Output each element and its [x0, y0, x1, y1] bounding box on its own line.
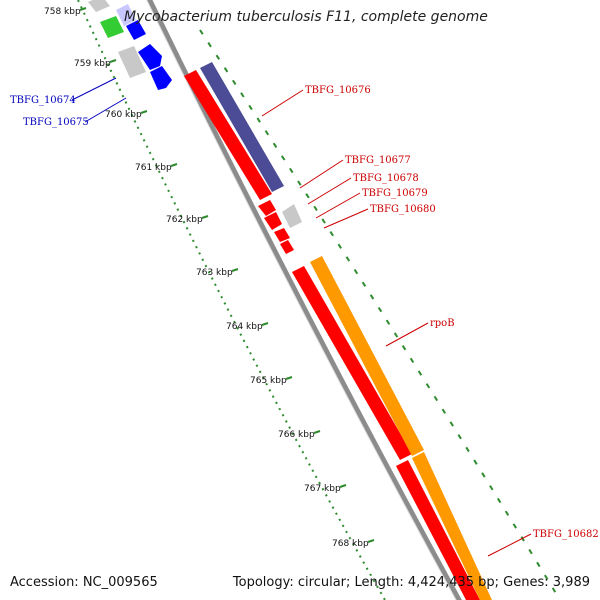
tick-mark: [201, 215, 209, 219]
tick-label: 761 kbp: [135, 163, 172, 173]
tick-mark: [79, 7, 87, 11]
tick-label: 767 kbp: [304, 484, 341, 494]
tick-mark: [367, 539, 375, 543]
tick-label: 762 kbp: [166, 215, 203, 225]
tick-label: 768 kbp: [332, 539, 369, 549]
tick-mark: [313, 430, 321, 434]
feature-gray-small[interactable]: [282, 204, 302, 228]
feature-tbfg-10679[interactable]: [274, 228, 290, 242]
forward-strand-features: [184, 62, 492, 600]
gene-label[interactable]: TBFG_10677: [345, 155, 411, 166]
tick-label: 758 kbp: [44, 7, 81, 17]
gene-label[interactable]: TBFG_10682: [533, 529, 599, 540]
gene-label[interactable]: TBFG_10679: [362, 188, 428, 199]
tick-ring-inner: [77, 0, 386, 600]
accession-text: Accession: NC_009565: [10, 575, 158, 590]
feature-tbfg-10678[interactable]: [264, 212, 282, 230]
genome-backbone-highlight: [146, 0, 457, 600]
gene-label[interactable]: rpoB: [430, 318, 455, 329]
feature-blue-3[interactable]: [150, 66, 172, 90]
gene-label[interactable]: TBFG_10674: [10, 95, 76, 106]
tick-mark: [109, 59, 117, 63]
tick-marks: 758 kbp 759 kbp 760 kbp 761 kbp 762 kbp 763 k…: [44, 7, 375, 549]
tick-label: 764 kbp: [226, 322, 263, 332]
feature-tbfg-10682-red[interactable]: [396, 460, 480, 600]
genome-summary-text: Topology: circular; Length: 4,424,435 bp…: [232, 575, 590, 590]
tick-label: 760 kbp: [105, 110, 142, 120]
feature-green[interactable]: [100, 16, 124, 38]
reverse-strand-features: [88, 0, 172, 90]
feature-tbfg-10677[interactable]: [258, 200, 276, 216]
tick-label: 766 kbp: [278, 430, 315, 440]
gene-label-leader: [84, 97, 127, 123]
gene-label[interactable]: TBFG_10675: [23, 117, 89, 128]
feature-tbfg-10676-navy[interactable]: [200, 62, 284, 192]
gene-label-leader: [315, 192, 361, 219]
tick-ring-outer: [199, 29, 561, 600]
gene-labels: TBFG_10674 TBFG_10675 TBFG_10676 TBFG_10677…: [10, 77, 599, 557]
tick-mark: [261, 322, 269, 326]
gene-label-leader: [261, 89, 304, 117]
feature-rpob-orange[interactable]: [310, 256, 424, 456]
feature-blue-2[interactable]: [138, 44, 162, 70]
gene-label[interactable]: TBFG_10676: [305, 85, 371, 96]
genome-backbone: [146, 0, 462, 600]
feature-tbfg-10676-red[interactable]: [184, 70, 272, 200]
tick-label: 765 kbp: [250, 376, 287, 386]
gene-label-leader: [307, 177, 352, 205]
tick-label: 759 kbp: [74, 59, 111, 69]
feature-gray-mid[interactable]: [118, 46, 146, 78]
feature-tbfg-10682-orange[interactable]: [412, 452, 492, 600]
gene-label[interactable]: TBFG_10680: [370, 204, 436, 215]
feature-tbfg-10680[interactable]: [280, 240, 294, 254]
map-title: Mycobacterium tuberculosis F11, complete…: [124, 9, 488, 25]
gene-label[interactable]: TBFG_10678: [353, 173, 419, 184]
feature-rpob-red[interactable]: [292, 266, 412, 460]
tick-mark: [285, 376, 293, 380]
tick-mark: [231, 268, 239, 272]
gene-label-leader: [385, 322, 429, 347]
feature-lavender-top[interactable]: [116, 4, 136, 26]
gene-label-leader: [299, 159, 344, 189]
tick-mark: [339, 484, 347, 488]
tick-mark: [140, 110, 148, 114]
tick-mark: [170, 163, 178, 167]
gene-label-leader: [323, 208, 369, 229]
tick-label: 763 kbp: [196, 268, 233, 278]
gene-label-leader: [487, 533, 532, 557]
feature-blue-1[interactable]: [126, 20, 146, 40]
feature-gray-top[interactable]: [88, 0, 110, 12]
gene-label-leader: [71, 77, 117, 101]
